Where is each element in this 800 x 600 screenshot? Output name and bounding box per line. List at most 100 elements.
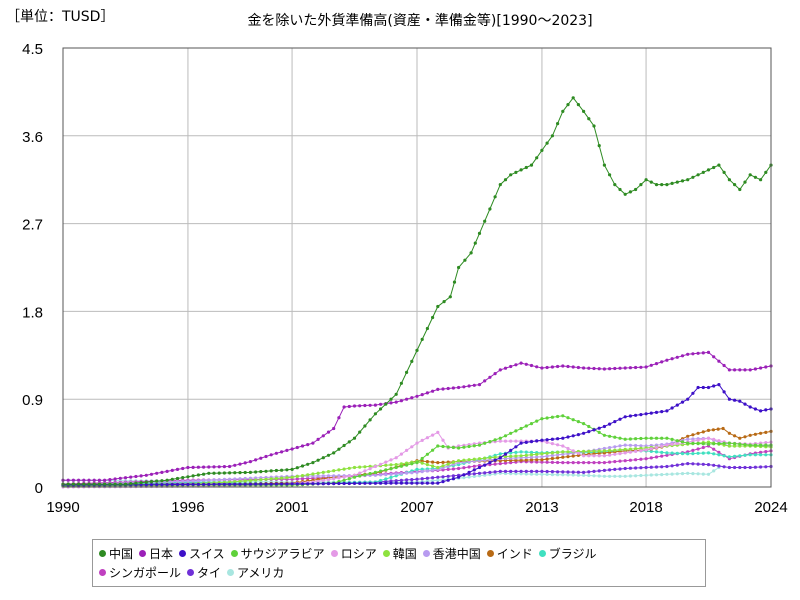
data-point	[483, 473, 487, 477]
data-point	[405, 463, 409, 467]
data-point	[545, 460, 549, 464]
data-point	[155, 471, 159, 475]
data-point	[274, 482, 278, 486]
data-point	[556, 456, 560, 460]
data-point	[712, 442, 716, 446]
data-point	[696, 173, 700, 177]
data-point	[696, 462, 700, 466]
data-point	[764, 450, 768, 454]
data-point	[545, 141, 549, 145]
data-point	[285, 448, 289, 452]
data-point	[373, 473, 377, 477]
x-tick-label: 2001	[275, 499, 308, 516]
data-point	[493, 470, 497, 474]
data-point	[477, 443, 482, 447]
data-point	[469, 251, 473, 255]
data-point	[644, 436, 648, 440]
data-point	[321, 474, 325, 478]
data-point	[467, 475, 471, 479]
data-point	[535, 460, 539, 464]
data-point	[363, 465, 367, 469]
data-point	[722, 441, 726, 445]
data-point	[436, 481, 440, 485]
data-point	[535, 455, 539, 459]
data-point	[191, 465, 195, 469]
data-point	[457, 385, 461, 390]
data-point	[701, 462, 705, 466]
data-point	[701, 437, 705, 441]
data-point	[384, 481, 388, 485]
data-point	[701, 170, 705, 174]
data-point	[379, 462, 383, 466]
data-point	[524, 458, 528, 462]
data-point	[634, 187, 638, 192]
data-point	[399, 481, 403, 485]
data-point	[306, 482, 310, 486]
data-point	[457, 466, 461, 471]
data-point	[316, 437, 320, 441]
data-point	[337, 481, 341, 486]
data-point	[571, 96, 575, 100]
data-point	[727, 368, 732, 372]
data-point	[535, 452, 539, 456]
data-point	[733, 183, 737, 187]
data-point	[326, 482, 331, 486]
data-point	[477, 457, 482, 461]
data-point	[696, 442, 700, 446]
data-point	[701, 351, 705, 355]
data-point	[540, 469, 544, 473]
data-point	[509, 431, 513, 435]
data-point	[634, 365, 638, 370]
data-point	[733, 465, 737, 470]
data-point	[644, 473, 648, 477]
legend-item: 韓国	[382, 545, 417, 562]
data-point	[727, 444, 732, 448]
series-日本	[61, 350, 773, 482]
data-point	[300, 464, 305, 468]
data-point	[556, 122, 560, 126]
data-point	[342, 443, 346, 448]
data-point	[545, 365, 549, 370]
data-point	[644, 412, 648, 416]
unit-label: ［単位：TUSD］	[6, 9, 115, 25]
data-point	[431, 464, 435, 468]
data-point	[706, 442, 711, 446]
data-point	[660, 465, 664, 469]
data-point	[670, 406, 674, 410]
data-point	[243, 479, 247, 483]
data-point	[764, 365, 768, 369]
data-point	[727, 397, 732, 401]
data-point	[649, 465, 653, 469]
data-point	[238, 471, 242, 475]
data-point	[467, 470, 471, 474]
data-point	[550, 451, 555, 455]
data-point	[431, 476, 435, 480]
data-point	[155, 479, 159, 483]
data-point	[691, 433, 695, 437]
data-point	[540, 460, 544, 464]
data-point	[582, 431, 586, 435]
data-point	[394, 481, 398, 485]
data-point	[358, 474, 362, 478]
data-point	[561, 436, 565, 440]
data-point	[680, 440, 685, 444]
data-point	[82, 478, 86, 482]
data-point	[753, 443, 758, 447]
data-point	[295, 474, 299, 478]
data-point	[540, 417, 544, 421]
data-point	[722, 390, 726, 394]
data-point	[483, 219, 487, 223]
data-point	[123, 476, 128, 480]
data-point	[639, 365, 643, 369]
data-point	[472, 457, 476, 461]
data-point	[649, 447, 653, 451]
series-layer	[61, 96, 773, 489]
data-point	[66, 478, 70, 482]
data-point	[165, 483, 169, 487]
data-point	[753, 175, 758, 179]
data-point	[139, 474, 143, 478]
data-point	[295, 482, 299, 486]
data-point	[550, 134, 555, 138]
data-point	[649, 449, 653, 453]
data-point	[358, 465, 362, 469]
